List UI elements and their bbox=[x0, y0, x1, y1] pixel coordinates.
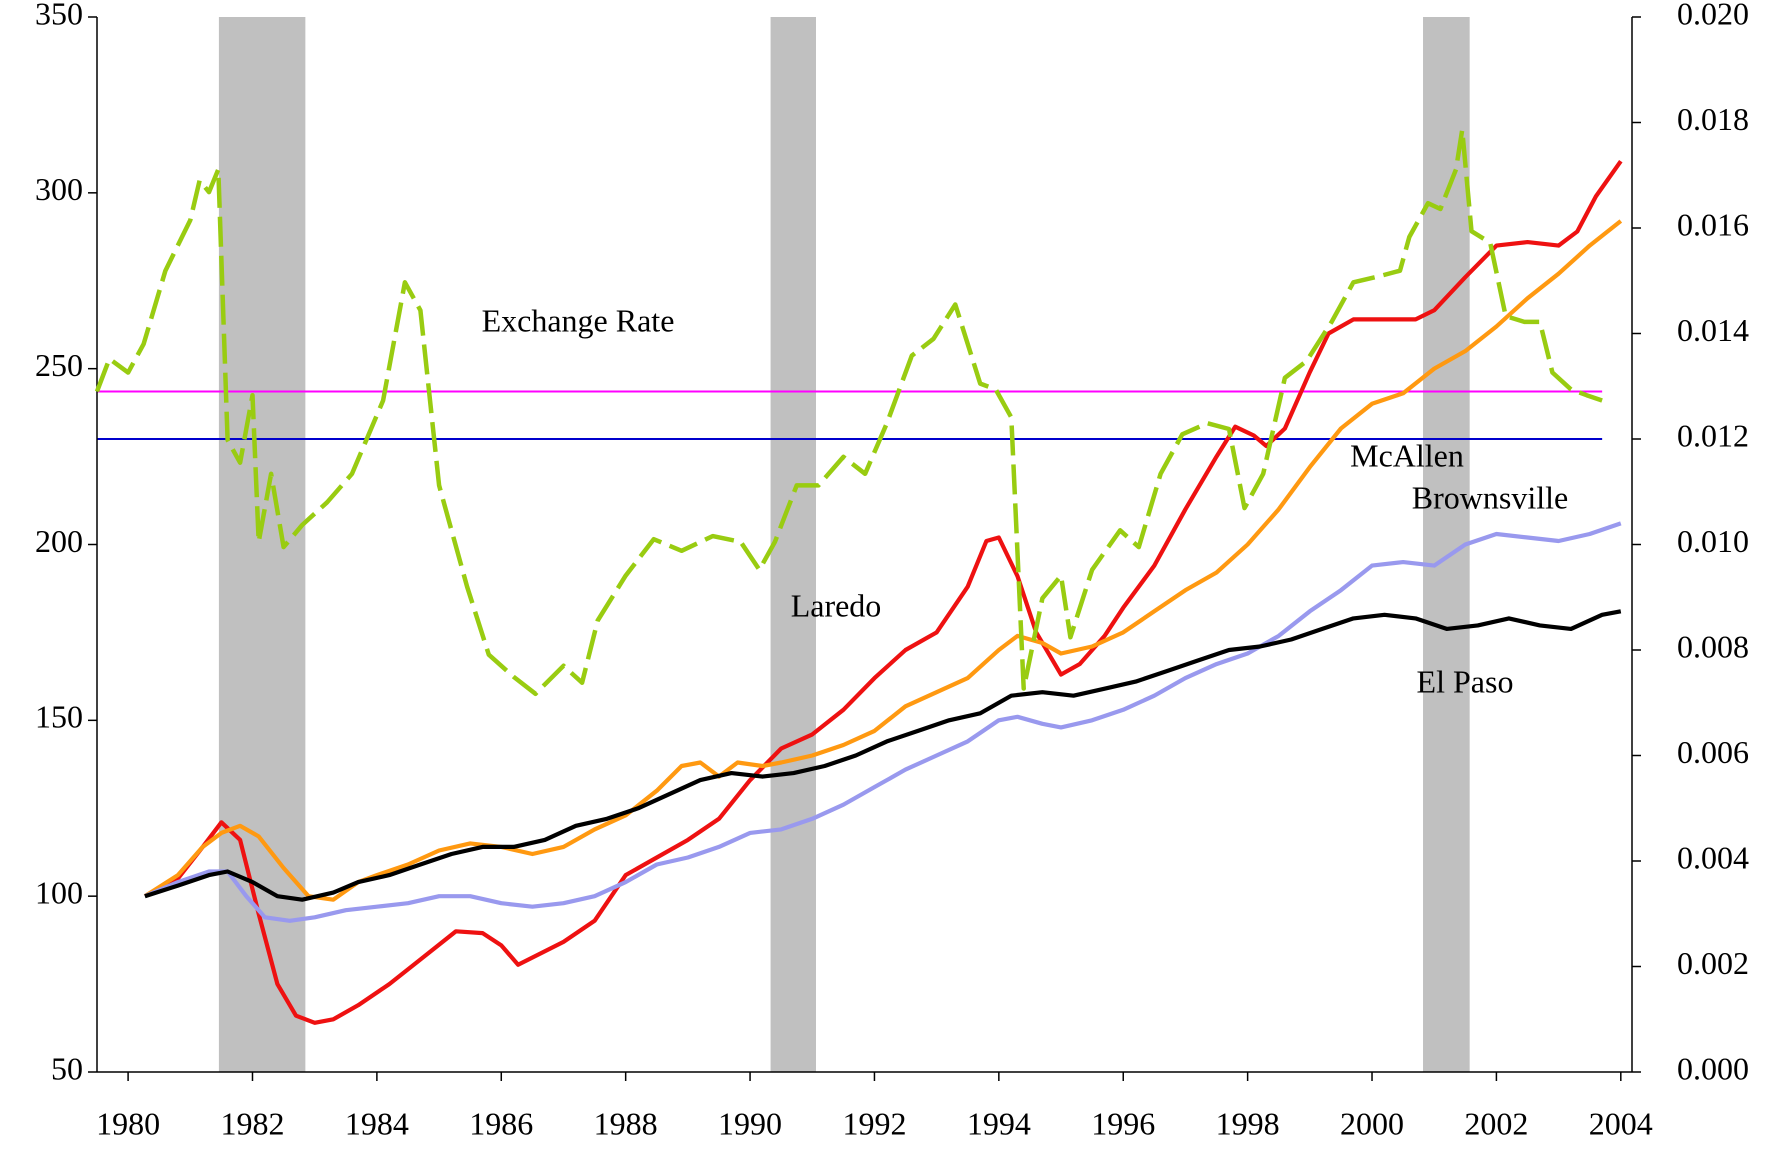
y-tick-label: 250 bbox=[35, 347, 83, 383]
y-tick-label: 300 bbox=[35, 171, 83, 207]
y-tick-label: 100 bbox=[35, 875, 83, 911]
y2-tick-label: 0.000 bbox=[1677, 1050, 1749, 1086]
x-tick-label: 1986 bbox=[469, 1105, 533, 1141]
x-tick-label: 1980 bbox=[96, 1105, 160, 1141]
x-tick-label: 1998 bbox=[1216, 1105, 1280, 1141]
x-tick-label: 2000 bbox=[1340, 1105, 1404, 1141]
y-tick-label: 150 bbox=[35, 699, 83, 735]
y-tick-label: 350 bbox=[35, 0, 83, 31]
y2-tick-label: 0.008 bbox=[1677, 628, 1749, 664]
y2-tick-label: 0.006 bbox=[1677, 734, 1749, 770]
x-tick-label: 2004 bbox=[1589, 1105, 1653, 1141]
recession-band bbox=[770, 17, 816, 1072]
x-tick-label: 1988 bbox=[594, 1105, 658, 1141]
y2-tick-label: 0.002 bbox=[1677, 945, 1749, 981]
series-line bbox=[144, 521, 1622, 923]
y2-tick-label: 0.016 bbox=[1677, 206, 1749, 242]
y2-tick-label: 0.014 bbox=[1677, 312, 1749, 348]
y-tick-label: 50 bbox=[51, 1050, 83, 1086]
y2-tick-label: 0.004 bbox=[1677, 839, 1749, 875]
x-tick-label: 1990 bbox=[718, 1105, 782, 1141]
series-label: El Paso bbox=[1417, 663, 1514, 699]
x-tick-label: 1992 bbox=[842, 1105, 906, 1141]
series-line bbox=[143, 159, 1623, 1025]
y2-tick-label: 0.018 bbox=[1677, 101, 1749, 137]
series-line bbox=[143, 219, 1623, 902]
y-tick-label: 200 bbox=[35, 523, 83, 559]
series-label: Exchange Rate bbox=[482, 302, 675, 338]
y2-tick-label: 0.012 bbox=[1677, 417, 1749, 453]
y2-tick-label: 0.020 bbox=[1677, 0, 1749, 31]
x-tick-label: 1984 bbox=[345, 1105, 409, 1141]
series-line bbox=[94, 127, 1603, 697]
series-line bbox=[144, 609, 1622, 902]
x-tick-label: 1994 bbox=[967, 1105, 1031, 1141]
x-tick-label: 1996 bbox=[1091, 1105, 1155, 1141]
series-label: Brownsville bbox=[1412, 479, 1568, 515]
y2-tick-label: 0.010 bbox=[1677, 523, 1749, 559]
series-label: McAllen bbox=[1350, 437, 1464, 473]
x-tick-label: 2002 bbox=[1464, 1105, 1528, 1141]
x-tick-label: 1982 bbox=[220, 1105, 284, 1141]
series-label: Laredo bbox=[791, 587, 882, 623]
